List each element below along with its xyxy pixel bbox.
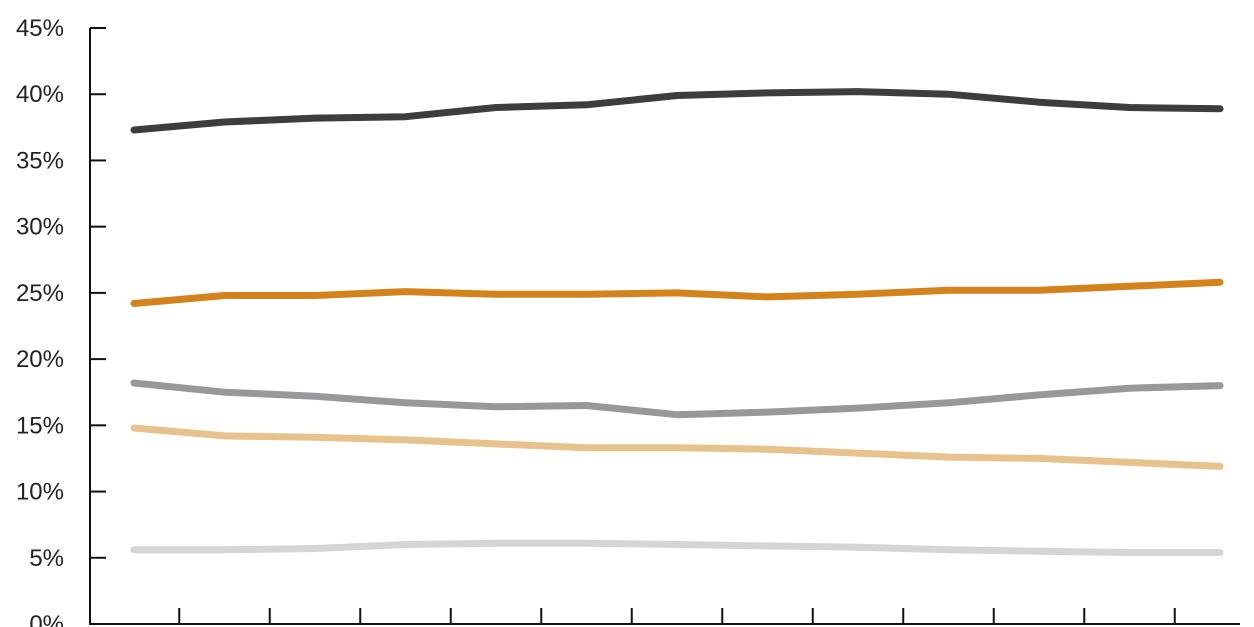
y-tick-label: 30% [16, 214, 64, 241]
series-line-2 [130, 278, 1224, 307]
y-tick-label: 20% [16, 346, 64, 373]
y-tick-label: 15% [16, 412, 64, 439]
y-tick-label: 5% [29, 545, 64, 572]
series-line-5 [130, 539, 1224, 556]
x-axis [90, 608, 1240, 625]
y-tick-label: 35% [16, 147, 64, 174]
y-tick-label: 45% [16, 15, 64, 42]
series-line-4 [130, 424, 1224, 470]
series-lines [130, 88, 1224, 556]
series-line-1 [130, 88, 1224, 134]
y-tick-label: 40% [16, 81, 64, 108]
y-tick-label: 10% [16, 479, 64, 506]
y-tick-label: 0% [29, 611, 64, 627]
y-axis: 0% 5% 10% 15% 20% 25% 30% 35% 40% 45% [16, 15, 106, 627]
y-tick-label: 25% [16, 280, 64, 307]
series-line-3 [130, 379, 1224, 419]
